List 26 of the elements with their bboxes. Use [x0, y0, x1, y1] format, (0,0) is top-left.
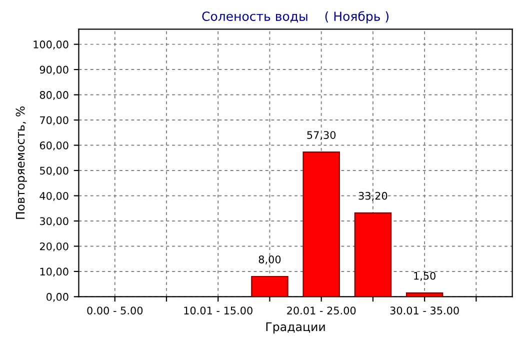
y-tick-label: 0,00 — [46, 292, 68, 302]
data-label: 8,00 — [258, 255, 281, 264]
bar — [302, 152, 340, 297]
x-tick-label: 20.01 - 25.00 — [287, 306, 356, 314]
x-tick-label: 10.01 - 15.00 — [184, 306, 252, 314]
y-tick-label: 80,00 — [40, 91, 68, 100]
bar — [251, 276, 288, 297]
data-label: 57,30 — [307, 131, 336, 140]
y-axis-title: Повторяемость, % — [16, 106, 28, 219]
y-tick-label: 70,00 — [40, 116, 68, 126]
y-tick-label: 40,00 — [40, 192, 68, 201]
y-tick-label: 100,00 — [34, 40, 68, 50]
x-tick-label: 30.01 - 35.00 — [390, 306, 459, 314]
y-tick-label: 50,00 — [40, 166, 68, 176]
chart-title: Соленость воды ( Ноябрь ) — [202, 11, 388, 24]
bar — [406, 292, 444, 297]
data-label: 1,50 — [414, 272, 436, 281]
data-label: 33,20 — [358, 192, 388, 201]
x-tick-label: 0.00 - 5.00 — [87, 306, 143, 314]
y-tick-label: 20,00 — [40, 242, 68, 252]
bar — [354, 212, 392, 297]
x-axis-title: Градации — [266, 322, 325, 334]
y-tick-label: 90,00 — [40, 66, 68, 75]
y-tick-label: 30,00 — [40, 217, 68, 226]
y-tick-label: 60,00 — [40, 141, 68, 150]
y-tick-label: 10,00 — [40, 268, 68, 277]
